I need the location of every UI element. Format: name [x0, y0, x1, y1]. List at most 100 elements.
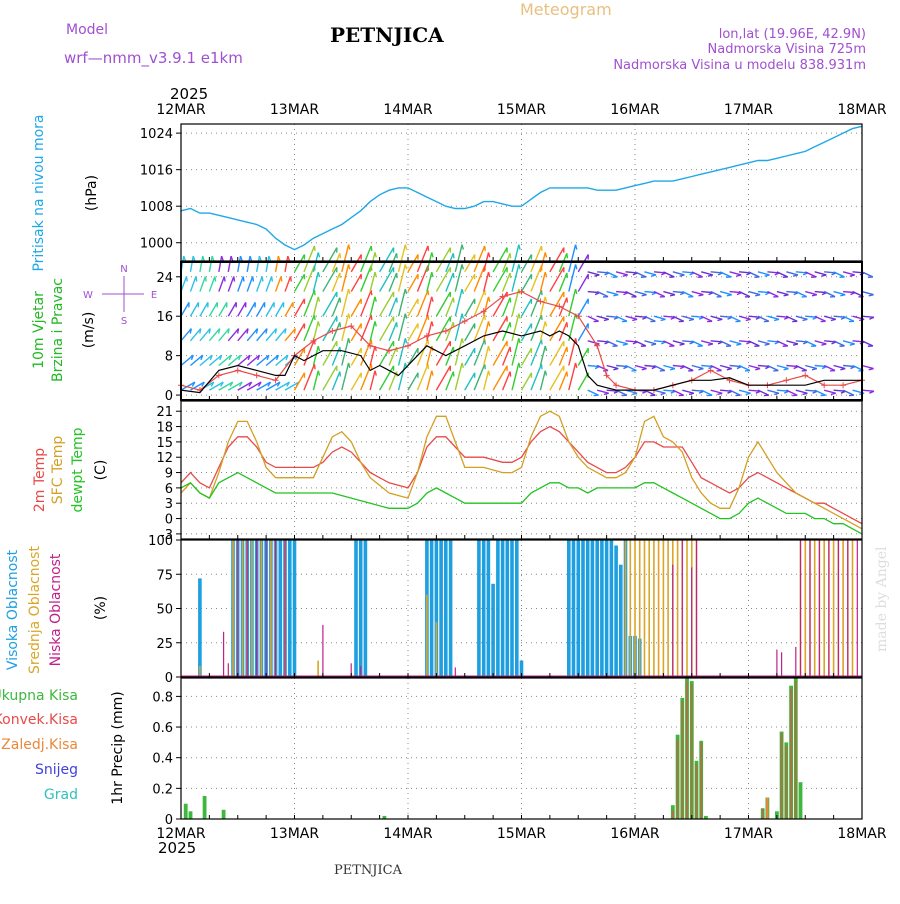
wind-arrow — [427, 321, 432, 340]
wind-arrow-head — [545, 272, 546, 277]
y-tick-label: 50 — [156, 603, 173, 618]
y-tick-label: 9 — [165, 467, 173, 482]
wind-arrow — [578, 255, 588, 272]
wind-arrow — [436, 366, 450, 390]
wind-arrow-head — [186, 277, 187, 282]
cloud-bar-visoka — [591, 540, 595, 677]
wind-arrow-head — [200, 329, 201, 334]
y-tick-label: 100 — [148, 534, 173, 549]
wind-arrow-head — [519, 264, 520, 269]
cloud-bar-srednja — [677, 540, 679, 677]
wind-arrow — [834, 272, 845, 277]
wind-arrow — [190, 302, 198, 316]
wind-arrow-head — [485, 364, 486, 369]
wind-arrow-head — [371, 290, 372, 295]
wind-arrow-head — [462, 338, 463, 343]
wind-arrow-head — [234, 277, 235, 282]
wind-arrow — [295, 373, 305, 390]
wind-arrow-head — [340, 298, 341, 303]
wind-arrow — [228, 302, 236, 316]
wind-arrow — [531, 290, 541, 316]
cloud-bar-srednja — [658, 540, 660, 677]
cloud-bar-srednja — [805, 540, 807, 677]
precip-bar-konvek — [700, 742, 702, 819]
wind-arrow — [455, 338, 462, 365]
wind-arrow-head — [736, 344, 741, 345]
wind-arrow — [550, 267, 564, 291]
cloud-bar-niska — [360, 666, 361, 677]
wind-arrow-head — [349, 314, 350, 319]
wind-arrow-head — [294, 329, 295, 334]
wind-arrow — [862, 292, 874, 295]
wind-arrow-head — [278, 256, 280, 261]
wind-arrow — [465, 348, 475, 365]
wind-arrow — [200, 329, 210, 341]
wind-arrow-head — [314, 290, 315, 295]
wind-arrow — [219, 256, 222, 272]
wind-arrow-head — [228, 329, 229, 334]
wind-arrow-head — [784, 369, 789, 370]
wind-arrow — [209, 277, 214, 292]
wind-arrow — [843, 390, 854, 395]
wind-arrow — [465, 324, 475, 341]
wind-arrow-head — [510, 347, 511, 352]
wind-arrow-head — [784, 295, 789, 296]
y-tick-label: 8 — [165, 350, 173, 365]
wind-arrow — [380, 292, 394, 316]
wind-arrow — [285, 302, 293, 316]
wind-arrow — [285, 277, 290, 292]
cloud-bar-srednja — [317, 661, 319, 677]
wind-arrow — [522, 324, 532, 341]
wind-arrow — [701, 316, 712, 321]
wind-arrow — [446, 273, 453, 292]
cloud-bar-visoka — [293, 540, 297, 677]
cloud-bar-srednja — [634, 540, 636, 677]
wind-arrow-head — [462, 289, 463, 294]
cloud-bar-visoka — [430, 540, 434, 677]
wind-arrow-head — [803, 319, 808, 320]
wind-arrow — [408, 255, 418, 272]
temp-label-dewpt: dewpt Temp — [70, 427, 86, 512]
wind-arrow-head — [485, 340, 486, 345]
cloud-bar-srednja — [686, 540, 688, 677]
wind-arrow — [427, 272, 432, 291]
cloud-bar-visoka — [506, 540, 510, 677]
wind-arrow — [578, 274, 588, 291]
wind-arrow — [417, 364, 427, 390]
wind-arrow — [730, 390, 741, 395]
wind-arrow-head — [397, 253, 398, 258]
wind-arrow-head — [746, 393, 751, 394]
wind-arrow-head — [205, 277, 206, 282]
wind-arrow — [257, 329, 267, 341]
wind-arrow — [351, 299, 361, 316]
y-tick-label: 1008 — [140, 200, 173, 215]
precip-unit: 1hr Precip (mm) — [110, 691, 126, 804]
wind-arrow-head — [453, 273, 454, 278]
wind-arrow — [569, 363, 576, 390]
y-tick-label: 3 — [165, 497, 173, 512]
wind-arrow — [503, 273, 510, 292]
wind-arrow — [607, 341, 618, 346]
y-tick-label: 18 — [156, 421, 173, 436]
wind-arrow — [313, 371, 318, 390]
wind-arrow — [190, 329, 200, 341]
wind-arrow — [427, 297, 432, 316]
wind-arrow-head — [831, 319, 836, 320]
wind-arrow-head — [318, 321, 319, 326]
wind-arrow-head — [510, 322, 511, 327]
wind-arrow — [749, 341, 760, 346]
cloud-bar-srednja — [852, 540, 854, 677]
wind-arrow — [257, 302, 265, 316]
wind-arrow — [682, 366, 693, 371]
wind-arrow — [815, 316, 826, 321]
wind-arrow — [644, 316, 655, 321]
wind-arrow-head — [291, 277, 292, 282]
cloud-bar-srednja — [639, 540, 641, 677]
wind-arrow — [692, 272, 703, 277]
wind-arrow-head — [349, 338, 350, 343]
cloud-bar-srednja — [648, 540, 650, 677]
wind-arrow — [181, 329, 191, 341]
wind-arrow-head — [272, 277, 273, 282]
cloud-bar-srednja — [842, 540, 844, 677]
